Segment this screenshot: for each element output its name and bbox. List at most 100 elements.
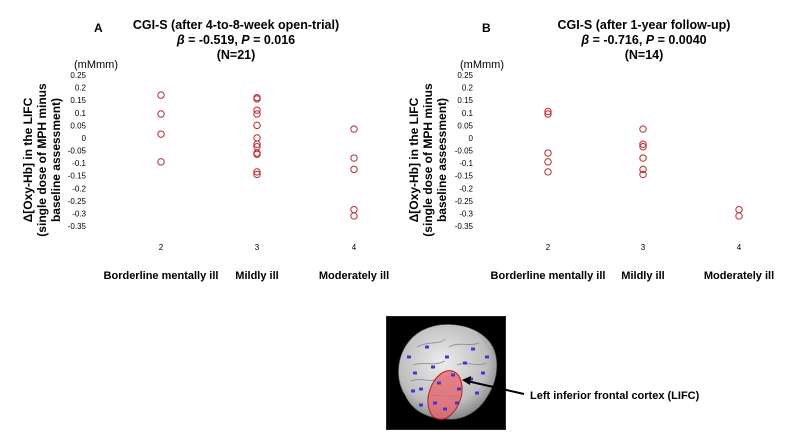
- y-tick-label: -0.1: [459, 159, 473, 168]
- data-point: [350, 154, 358, 162]
- y-tick-label: -0.05: [455, 147, 474, 156]
- unit-label: (mMmm): [460, 59, 504, 71]
- y-tick-label: -0.3: [459, 209, 473, 218]
- chart-title: CGI-S (after 4-to-8-week open-trial) β =…: [106, 18, 366, 63]
- data-point: [253, 134, 261, 142]
- channel-marker: [481, 371, 485, 375]
- panel-b: B CGI-S (after 1-year follow-up) β = -0.…: [393, 0, 793, 300]
- channel-marker: [425, 345, 429, 349]
- data-point: [735, 212, 743, 220]
- x-tick-label: 2: [546, 243, 551, 252]
- y-tick-label: -0.15: [455, 172, 474, 181]
- data-point: [253, 106, 261, 114]
- channel-marker: [437, 381, 441, 385]
- channel-marker: [445, 355, 449, 359]
- y-tick-label: -0.35: [455, 222, 474, 231]
- x-tick-label: 2: [159, 243, 164, 252]
- p-symbol: P: [645, 33, 655, 47]
- data-point: [253, 150, 261, 158]
- y-tick-label: 0.15: [457, 96, 473, 105]
- y-tick-label: -0.35: [68, 222, 87, 231]
- data-point: [253, 95, 261, 103]
- brain-sulci: [410, 338, 488, 398]
- y-tick-label: -0.2: [72, 184, 86, 193]
- data-point: [157, 91, 165, 99]
- beta-value: = -0.716,: [589, 33, 646, 47]
- channel-marker: [411, 389, 415, 393]
- channel-marker: [463, 361, 467, 365]
- data-point: [639, 170, 647, 179]
- channel-markers: [407, 345, 489, 411]
- p-symbol: P: [241, 33, 250, 47]
- x-tick-label: 3: [255, 243, 260, 252]
- y-tick-label: 0.2: [462, 84, 474, 93]
- y-tick-label: 0.25: [457, 71, 473, 80]
- category-label: Mildly ill: [621, 270, 664, 282]
- y-tick-label: 0: [469, 134, 474, 143]
- y-tick-label: 0.05: [457, 121, 473, 130]
- data-point: [253, 140, 261, 148]
- data-point: [544, 168, 552, 176]
- y-tick-label: -0.25: [455, 197, 474, 206]
- y-tick-label: 0.2: [75, 84, 87, 93]
- panel-a: A CGI-S (after 4-to-8-week open-trial) β…: [0, 0, 400, 300]
- data-point: [639, 140, 647, 148]
- scatter-plot: 0.25 0.2 0.15 0.1 0.05 0 -0.05 -0.1 -0.15 -0.2 -0.…: [68, 71, 389, 282]
- y-tick-label: -0.3: [72, 209, 86, 218]
- data-point: [735, 205, 743, 214]
- title-line: CGI-S (after 1-year follow-up): [557, 18, 731, 32]
- channel-marker: [419, 387, 423, 391]
- y-tick-label: -0.25: [68, 197, 87, 206]
- n-label: (N=14): [624, 48, 664, 62]
- scatter-plot: 0.25 0.2 0.15 0.1 0.05 0 -0.05 -0.1 -0.15 -0.2 -0.…: [455, 71, 774, 282]
- channel-marker: [469, 377, 473, 381]
- channel-marker: [431, 365, 435, 369]
- data-point: [253, 110, 261, 118]
- x-tick-label: 3: [641, 243, 646, 252]
- channel-marker: [433, 401, 437, 405]
- beta-symbol: β: [176, 33, 185, 47]
- data-point: [253, 121, 261, 130]
- brain-illustration: [398, 324, 498, 420]
- channel-marker: [443, 407, 447, 411]
- stat-line: β = -0.716, P = 0.0040: [514, 33, 774, 48]
- data-point: [350, 205, 358, 214]
- channel-marker: [419, 403, 423, 407]
- y-tick-label: 0.15: [70, 96, 86, 105]
- category-label: Borderline mentally ill: [491, 270, 606, 282]
- x-tick-label: 4: [737, 243, 742, 252]
- channel-marker: [485, 355, 489, 359]
- lifc-annotation-label: Left inferior frontal cortex (LIFC): [530, 390, 700, 402]
- y-tick-label: -0.1: [72, 159, 86, 168]
- y-tick-label: -0.05: [68, 147, 87, 156]
- brain-image: [386, 316, 506, 430]
- y-tick-label: -0.15: [68, 172, 87, 181]
- channel-marker: [475, 391, 479, 395]
- y-tick-label: 0.05: [70, 121, 86, 130]
- n-label: (N=21): [216, 48, 256, 62]
- category-label: Borderline mentally ill: [104, 270, 219, 282]
- data-point: [157, 110, 165, 118]
- lifc-region: [427, 370, 463, 420]
- data-point: [157, 158, 165, 166]
- y-tick-label: -0.2: [459, 184, 473, 193]
- stat-line: β = -0.519, P = 0.016: [106, 33, 366, 48]
- category-label: Moderately ill: [319, 270, 389, 282]
- channel-marker: [471, 347, 475, 351]
- category-label: Moderately ill: [704, 270, 774, 282]
- channel-marker: [455, 401, 459, 405]
- channel-marker: [413, 371, 417, 375]
- chart-title: CGI-S (after 1-year follow-up) β = -0.71…: [514, 18, 774, 63]
- data-point: [544, 110, 552, 118]
- beta-value: = -0.519,: [184, 33, 242, 47]
- channel-marker: [407, 355, 411, 359]
- data-point: [157, 130, 165, 138]
- panel-letter: A: [94, 21, 103, 35]
- data-point: [544, 158, 552, 166]
- title-line: CGI-S (after 4-to-8-week open-trial): [132, 18, 340, 32]
- panel-letter: B: [482, 21, 491, 35]
- data-point: [253, 168, 261, 176]
- data-point: [350, 125, 358, 133]
- channel-marker: [451, 373, 455, 377]
- y-tick-label: 0.25: [70, 71, 86, 80]
